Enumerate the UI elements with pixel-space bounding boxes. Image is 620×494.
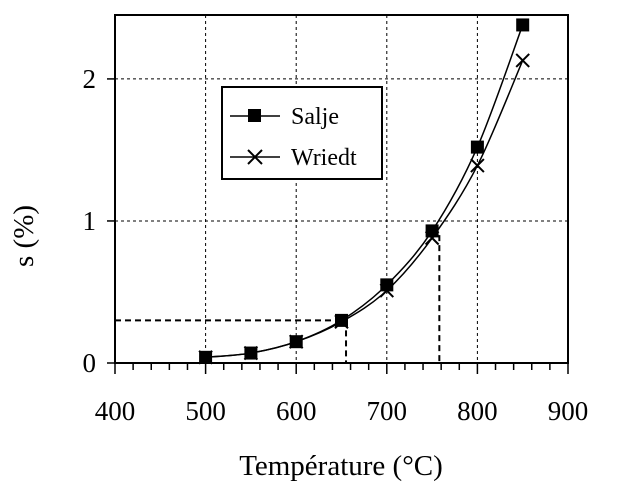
- data-point-wriedt: [470, 158, 485, 173]
- y-tick-label: 1: [83, 206, 97, 236]
- x-tick-label: 900: [548, 396, 589, 426]
- data-point-wriedt: [515, 53, 530, 68]
- data-point-salje: [470, 140, 484, 154]
- plot-frame: [114, 14, 569, 364]
- x-tick-labels: 400 500 600 700 800 900: [95, 396, 589, 426]
- legend-label-wriedt: Wriedt: [291, 145, 357, 171]
- data-point-wriedt: [288, 334, 304, 349]
- y-tick-label: 2: [83, 64, 97, 94]
- x-tick-label: 600: [276, 396, 317, 426]
- legend: Salje Wriedt: [221, 86, 383, 180]
- data-point-wriedt: [379, 283, 395, 298]
- data-point-salje: [516, 18, 530, 32]
- data-point-wriedt: [424, 230, 440, 246]
- y-tick-label: 0: [83, 348, 97, 378]
- x-tick-label: 800: [457, 396, 498, 426]
- x-tick-label: 500: [185, 396, 226, 426]
- data-point-wriedt: [334, 314, 349, 330]
- x-tick-label: 400: [95, 396, 136, 426]
- axis-ticks: [107, 78, 569, 374]
- data-series: [198, 18, 530, 365]
- y-axis-title: s (%): [8, 205, 40, 267]
- legend-marker-square: [248, 109, 261, 122]
- legend-label-salje: Salje: [291, 104, 339, 130]
- dashed-guides: [115, 235, 441, 363]
- y-tick-labels: 0 1 2: [83, 64, 97, 378]
- x-tick-label: 700: [367, 396, 408, 426]
- data-point-wriedt: [243, 345, 259, 361]
- grid-lines: [115, 15, 568, 363]
- data-point-wriedt: [198, 350, 213, 365]
- x-axis-title: Température (°C): [239, 450, 443, 482]
- legend-marker-x: [247, 149, 263, 165]
